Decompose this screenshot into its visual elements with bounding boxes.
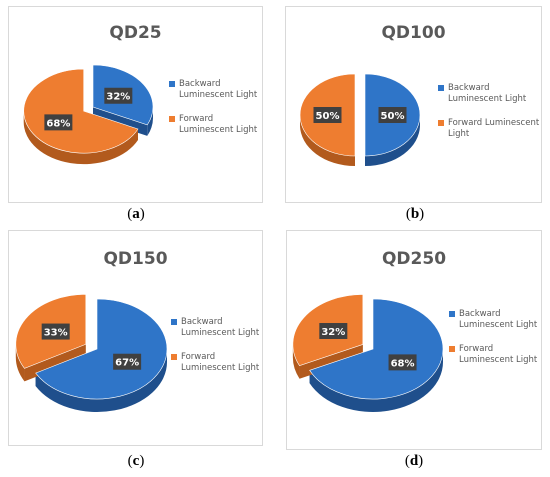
chart-title: QD250	[381, 249, 447, 269]
pie-chart: 32% 68%	[23, 64, 154, 165]
pie-slice-side	[35, 349, 167, 412]
svg-text:32%: 32%	[321, 327, 345, 338]
svg-text:67%: 67%	[115, 358, 139, 369]
legend: Backward Luminescent Light Forward Lumin…	[449, 309, 537, 379]
pie-data-label: 68%	[44, 114, 73, 131]
legend-item-forward: Forward Luminescent Light	[438, 118, 541, 140]
legend-swatch	[171, 319, 177, 325]
legend-label: Backward	[181, 317, 223, 327]
pie-data-label: 32%	[319, 323, 348, 340]
legend-label: Forward	[459, 344, 494, 354]
legend-label: Backward	[448, 83, 490, 93]
legend-label: Luminescent Light	[459, 320, 538, 330]
pie-slice-side	[15, 344, 25, 382]
legend: Backward Luminescent Light Forward Lumin…	[438, 83, 541, 153]
pie-data-label: 68%	[388, 354, 417, 371]
legend-label: Luminescent Light	[181, 363, 260, 373]
legend-label: Backward	[179, 79, 221, 89]
chart-title: QD150	[103, 249, 168, 269]
legend-label: Forward Luminescent Light	[448, 118, 540, 139]
svg-text:50%: 50%	[316, 111, 340, 122]
legend-label: Luminescent Light	[448, 94, 527, 104]
chart-panel-d: QD250 68% 32% Backward Luminescent Light …	[286, 230, 542, 450]
pie-chart: 50% 50%	[299, 73, 421, 166]
chart-title: QD100	[381, 23, 446, 43]
legend-item-forward: Forward Luminescent Light	[171, 352, 259, 374]
pie-slice	[23, 68, 139, 154]
pie-chart: 67% 33%	[15, 293, 168, 412]
legend-item-backward: Backward Luminescent Light	[449, 309, 537, 331]
legend: Backward Luminescent Light Forward Lumin…	[169, 79, 257, 149]
pie-data-label: 32%	[104, 87, 133, 104]
pie-data-label: 33%	[41, 323, 70, 340]
legend-label: Backward	[459, 309, 501, 319]
caption-d: (d)	[404, 453, 424, 469]
pie-slice-side	[309, 349, 443, 412]
chart-title: QD25	[109, 23, 162, 43]
caption-a: (a)	[127, 206, 145, 222]
legend-swatch	[438, 120, 444, 126]
caption-b: (b)	[405, 206, 425, 222]
pie-slice-side	[365, 115, 420, 166]
legend-label: Luminescent Light	[459, 355, 538, 365]
legend-item-forward: Forward Luminescent Light	[449, 344, 537, 366]
caption-c: (c)	[127, 453, 145, 469]
svg-text:50%: 50%	[381, 111, 405, 122]
pie-slice-side	[147, 107, 153, 136]
legend-swatch	[169, 116, 175, 122]
legend: Backward Luminescent Light Forward Lumin…	[171, 317, 259, 387]
svg-text:68%: 68%	[391, 358, 415, 369]
svg-text:68%: 68%	[46, 118, 70, 129]
legend-swatch	[171, 354, 177, 360]
pie-slice	[35, 298, 168, 400]
pie-slice-side	[300, 115, 355, 166]
legend-item-backward: Backward Luminescent Light	[171, 317, 259, 339]
pie-slice-side	[23, 111, 139, 165]
pie-slice-side	[292, 344, 300, 379]
pie-data-label: 50%	[378, 107, 407, 123]
svg-text:32%: 32%	[106, 92, 130, 103]
pie-chart: 68% 32%	[292, 294, 444, 412]
legend-label: Luminescent Light	[179, 90, 258, 100]
legend-swatch	[449, 346, 455, 352]
legend-label: Luminescent Light	[181, 328, 260, 338]
legend-label: Forward	[179, 114, 214, 124]
chart-panel-a: QD25 32% 68% Backward Luminescent Light F…	[8, 6, 263, 203]
svg-text:33%: 33%	[44, 328, 68, 339]
legend-item-forward: Forward Luminescent Light	[169, 114, 257, 136]
legend-swatch	[438, 85, 444, 91]
legend-swatch	[169, 81, 175, 87]
legend-label: Forward	[181, 352, 216, 362]
legend-swatch	[449, 311, 455, 317]
chart-panel-b: QD100 50% 50% Backward Luminescent Light …	[285, 6, 542, 203]
pie-data-label: 67%	[113, 353, 142, 370]
legend-item-backward: Backward Luminescent Light	[169, 79, 257, 101]
pie-slice	[309, 298, 444, 400]
pie-data-label: 50%	[313, 107, 342, 123]
chart-panel-c: QD150 67% 33% Backward Luminescent Light …	[8, 230, 263, 446]
legend-label: Luminescent Light	[179, 125, 258, 135]
legend-item-backward: Backward Luminescent Light	[438, 83, 541, 105]
